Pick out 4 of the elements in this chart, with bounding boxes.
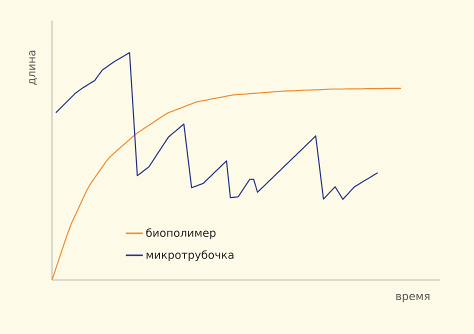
legend-label: микротрубочка — [146, 250, 234, 262]
legend-label: биополимер — [146, 228, 216, 240]
y-axis-title: длина — [29, 50, 37, 85]
x-axis-title: время — [396, 294, 430, 302]
